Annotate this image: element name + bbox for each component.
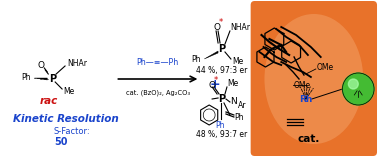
Text: Rh: Rh	[299, 95, 313, 103]
Text: Ph: Ph	[234, 113, 243, 122]
Circle shape	[342, 73, 374, 105]
Polygon shape	[204, 51, 218, 59]
Text: rac: rac	[40, 96, 58, 106]
Text: Me: Me	[63, 87, 74, 95]
Text: Ph: Ph	[215, 121, 225, 130]
Text: +: +	[210, 78, 220, 90]
Text: P: P	[49, 74, 56, 84]
Text: 48 %, 93:7 er: 48 %, 93:7 er	[197, 130, 248, 140]
Text: Me: Me	[232, 57, 243, 65]
Text: 50: 50	[54, 137, 68, 147]
Polygon shape	[34, 78, 47, 80]
Text: O: O	[38, 60, 45, 70]
Text: Ar: Ar	[238, 100, 246, 109]
Text: O: O	[214, 22, 221, 32]
Text: P: P	[218, 44, 226, 54]
Text: Ph—≡—Ph: Ph—≡—Ph	[137, 58, 179, 67]
Text: NHAr: NHAr	[230, 22, 250, 32]
Text: cat. (BzO)₂, Ag₂CO₃: cat. (BzO)₂, Ag₂CO₃	[126, 90, 190, 97]
Ellipse shape	[265, 14, 363, 144]
Text: 44 %, 97:3 er: 44 %, 97:3 er	[196, 67, 248, 76]
Text: O: O	[209, 81, 215, 89]
Text: NHAr: NHAr	[67, 60, 87, 68]
Text: Kinetic Resolution: Kinetic Resolution	[13, 114, 119, 124]
Text: cat.: cat.	[298, 134, 320, 144]
Text: P: P	[218, 94, 226, 104]
Text: *: *	[219, 19, 223, 27]
Text: OMe: OMe	[294, 81, 311, 89]
Text: Ph: Ph	[21, 73, 31, 81]
Text: OMe: OMe	[317, 62, 334, 71]
Text: *: *	[214, 76, 218, 86]
Text: N: N	[230, 97, 237, 106]
Text: Ph: Ph	[191, 54, 200, 63]
Text: Me: Me	[227, 79, 238, 89]
Circle shape	[349, 79, 358, 89]
Text: S-Factor:: S-Factor:	[54, 127, 90, 136]
FancyBboxPatch shape	[251, 1, 377, 156]
